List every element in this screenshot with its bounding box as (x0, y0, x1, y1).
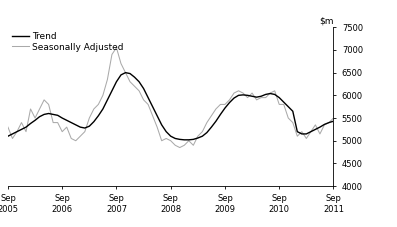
Legend: Trend, Seasonally Adjusted: Trend, Seasonally Adjusted (12, 32, 124, 52)
Text: $m: $m (319, 17, 333, 26)
